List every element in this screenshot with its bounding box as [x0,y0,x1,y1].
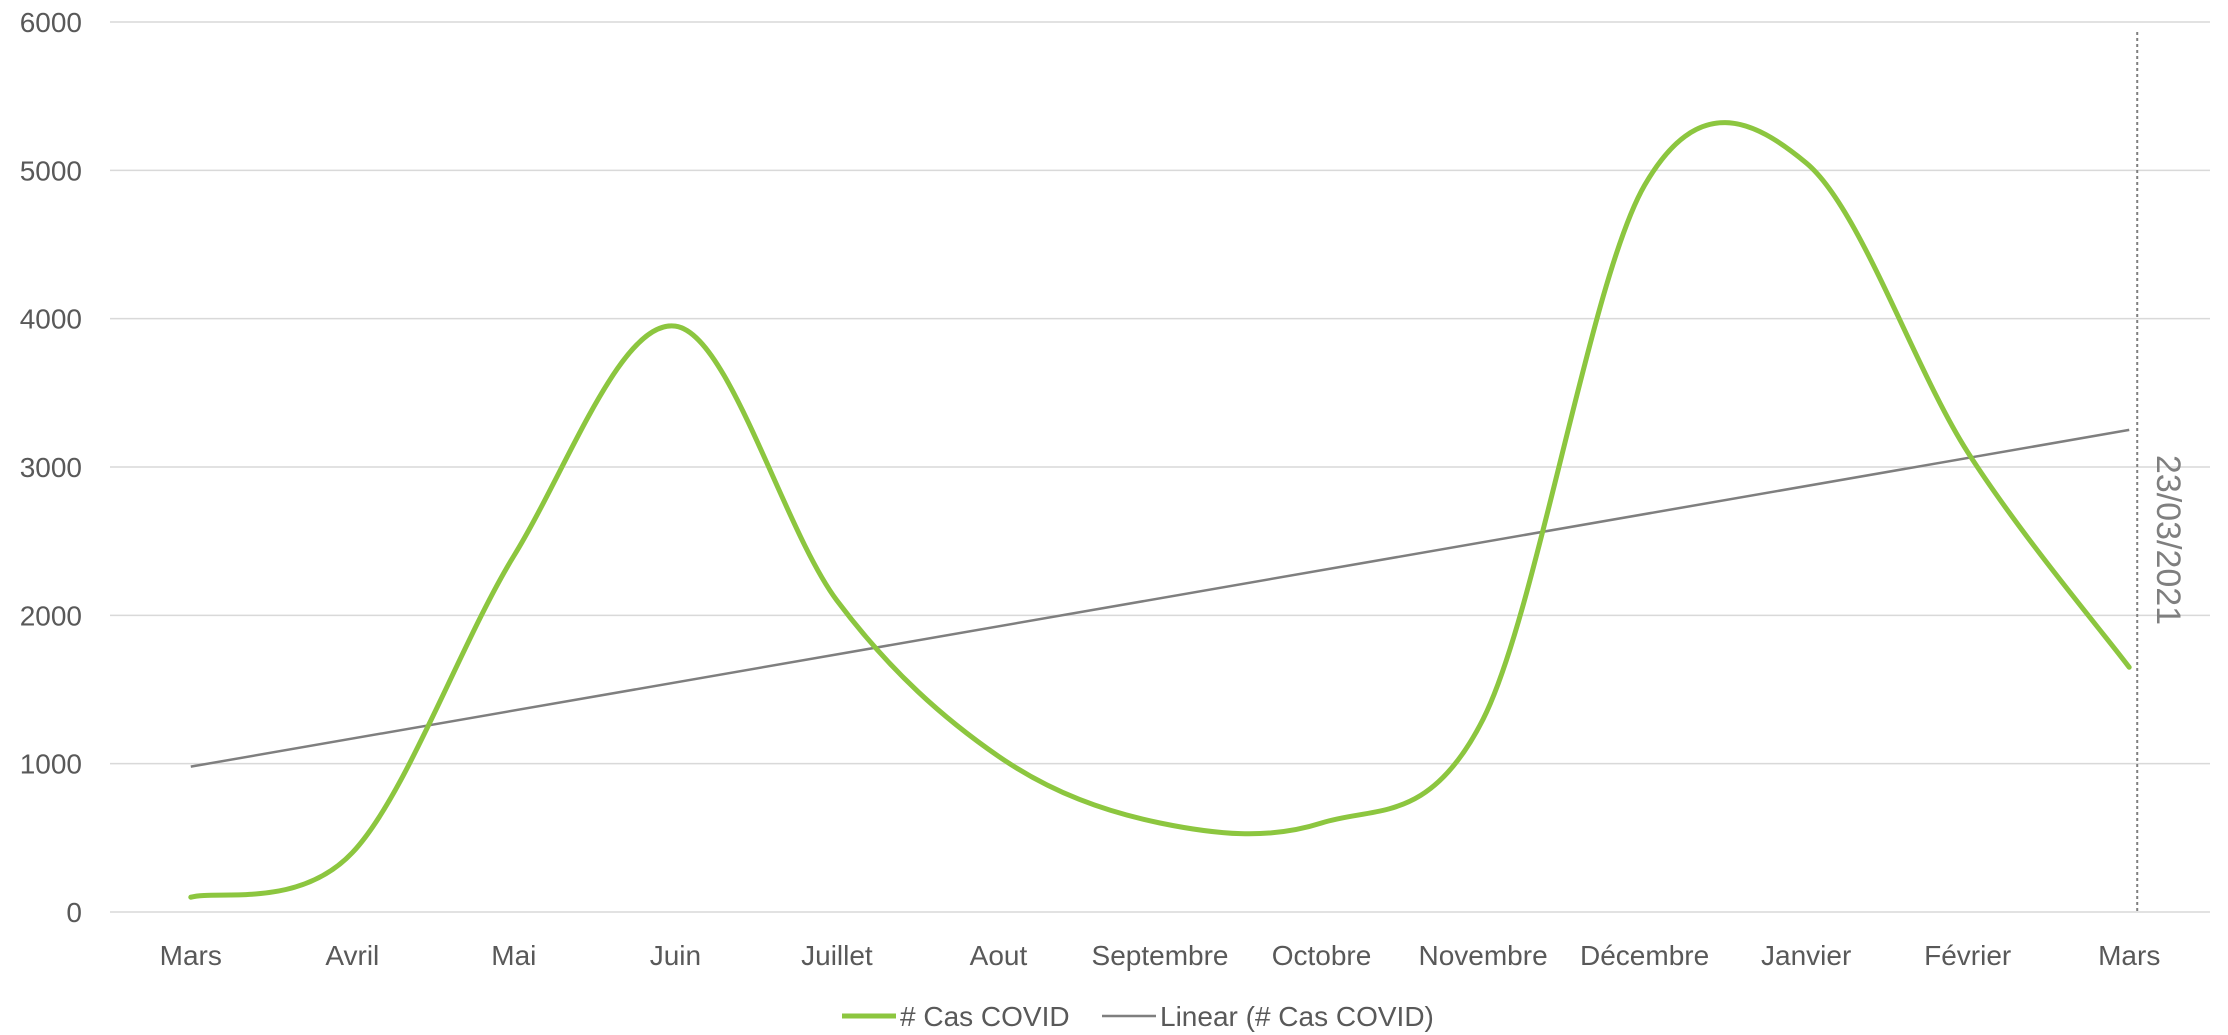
x-tick-label: Janvier [1761,940,1851,971]
y-axis-ticks: 0 1000 2000 3000 4000 5000 6000 [20,7,82,928]
x-tick-label: Septembre [1092,940,1229,971]
y-tick-label: 3000 [20,452,82,483]
x-tick-label: Juin [650,940,701,971]
trendline-layer [190,428,2130,768]
legend-label-cas-covid: # Cas COVID [900,1001,1070,1032]
y-tick-label: 1000 [20,749,82,780]
y-tick-label: 4000 [20,304,82,335]
legend-label-linear: Linear (# Cas COVID) [1160,1001,1434,1032]
y-tick-label: 0 [66,897,82,928]
gridlines [110,21,2210,913]
x-tick-label: Février [1924,940,2011,971]
x-tick-label: Juillet [801,940,873,971]
x-tick-label: Mars [2098,940,2160,971]
x-tick-label: Décembre [1580,940,1709,971]
x-tick-label: Novembre [1418,940,1547,971]
x-tick-label: Aout [970,940,1028,971]
x-tick-label: Mars [160,940,222,971]
x-axis-ticks: Mars Avril Mai Juin Juillet Aout Septembre Octo… [160,940,2161,971]
y-tick-label: 2000 [20,600,82,631]
legend: # Cas COVID Linear (# Cas COVID) [842,1001,1434,1032]
annotation-date-label: 23/03/2021 [2149,455,2187,625]
y-tick-label: 6000 [20,7,82,38]
x-tick-label: Octobre [1272,940,1372,971]
series-layer [188,120,2132,900]
x-tick-label: Avril [325,940,379,971]
y-tick-label: 5000 [20,155,82,186]
series-line-cas-covid [188,120,2132,900]
trendline [190,428,2130,768]
annotation-layer: 23/03/2021 [2136,32,2187,912]
x-tick-label: Mai [491,940,536,971]
